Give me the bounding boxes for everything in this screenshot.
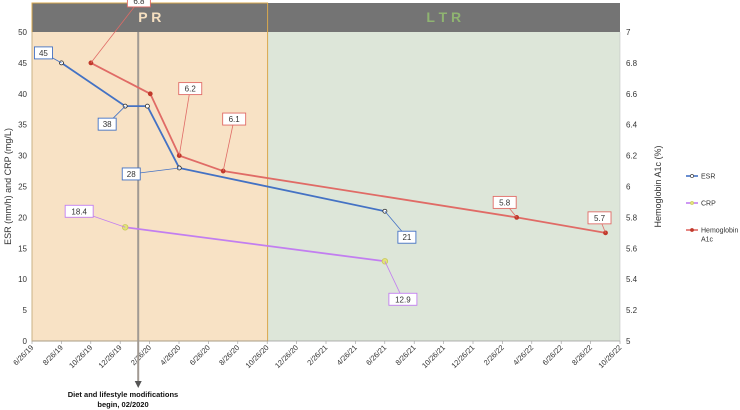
legend-label-crp: CRP: [701, 201, 716, 208]
right-tick-label: 6.4: [626, 121, 638, 130]
label-box-esr: [33, 46, 53, 60]
x-tick-label: 8/26/19: [41, 343, 65, 367]
right-axis-title: Hemoglobin A1c (%): [653, 145, 663, 227]
left-tick-label: 50: [18, 28, 27, 37]
left-axis-title: ESR (mm/h) and CRP (mg/L): [3, 128, 13, 245]
left-tick-label: 5: [23, 306, 28, 315]
data-label-hemoglobin-a1c: 5.8: [499, 198, 511, 207]
x-tick-label: 2/26/22: [482, 343, 506, 367]
legend-marker-hemoglobin-a1c: [690, 228, 694, 232]
legend-label-esr: ESR: [701, 174, 715, 181]
phase-label-ltr: L T R: [426, 9, 461, 25]
left-tick-label: 10: [18, 275, 27, 284]
data-labels: 45 38 28 21 18.4 12.9 6.8 6.2 6.1 5.8 5.7: [33, 0, 612, 306]
x-tick-label: 2/26/20: [129, 343, 153, 367]
right-tick-label: 5.6: [626, 244, 638, 253]
phase-label-pr: P R: [138, 9, 161, 25]
x-tick-label: 4/26/20: [158, 343, 182, 367]
x-tick-label: 8/26/20: [217, 343, 241, 367]
data-label-hemoglobin-a1c: 6.8: [133, 0, 145, 6]
x-tick-label: 12/26/21: [449, 343, 476, 370]
label-box-crp: [388, 292, 418, 306]
phase-header-ltr: [267, 3, 620, 32]
left-tick-label: 25: [18, 183, 27, 192]
right-tick-label: 5.8: [626, 213, 638, 222]
right-tick-label: 7: [626, 28, 631, 37]
left-tick-label: 30: [18, 152, 27, 161]
annotation-text: begin, 02/2020: [97, 400, 148, 409]
label-box-hemoglobin-a1c: [126, 0, 151, 8]
data-label-esr: 21: [402, 233, 411, 242]
x-tick-label: 6/26/21: [364, 343, 388, 367]
x-tick-label: 12/26/19: [97, 343, 124, 370]
data-point-hemoglobin-a1c: [147, 91, 153, 97]
series-lines: [59, 60, 608, 265]
right-tick-label: 6.2: [626, 152, 638, 161]
x-tick-label: 10/26/21: [420, 343, 447, 370]
annotation-text: Diet and lifestyle modifications: [68, 390, 178, 399]
data-label-hemoglobin-a1c: 6.2: [185, 85, 197, 94]
left-tick-label: 0: [23, 337, 28, 346]
series-line-crp: [125, 226, 386, 263]
x-tick-label: 6/26/22: [541, 343, 565, 367]
data-label-esr: 28: [127, 170, 136, 179]
left-tick-label: 40: [18, 90, 27, 99]
data-label-crp: 18.4: [71, 207, 87, 216]
label-box-hemoglobin-a1c: [587, 211, 612, 225]
label-leader-hemoglobin-a1c: [90, 0, 140, 64]
x-tick-label: 8/26/21: [394, 343, 418, 367]
label-box-hemoglobin-a1c: [492, 195, 517, 209]
left-tick-label: 35: [18, 121, 27, 130]
data-label-crp: 12.9: [395, 295, 411, 304]
right-tick-label: 5: [626, 337, 631, 346]
left-tick-label: 45: [18, 59, 27, 68]
x-tick-label: 4/26/21: [335, 343, 359, 367]
phase-header-pr: [32, 3, 268, 32]
label-box-esr: [397, 230, 417, 244]
right-tick-label: 6: [626, 183, 631, 192]
legend: ESR CRP Hemoglobin A1c: [686, 174, 738, 244]
x-tick-label: 10/26/22: [596, 343, 623, 370]
label-leader-hemoglobin-a1c: [178, 88, 191, 156]
x-tick-label: 12/26/20: [273, 343, 300, 370]
right-tick-label: 5.2: [626, 306, 638, 315]
data-label-hemoglobin-a1c: 6.1: [229, 115, 241, 124]
data-point-esr: [144, 103, 150, 109]
legend-label-hemoglobin-a1c: A1c: [701, 237, 714, 244]
x-tick-label: 6/26/19: [11, 343, 35, 367]
legend-marker-esr: [690, 174, 694, 178]
left-tick-label: 15: [18, 244, 27, 253]
x-tick-label: 4/26/22: [511, 343, 535, 367]
label-box-crp: [64, 204, 94, 218]
series-line-hemoglobin-a1c: [90, 62, 606, 234]
label-box-hemoglobin-a1c: [222, 112, 247, 126]
data-label-esr: 38: [103, 120, 112, 129]
left-tick-label: 20: [18, 213, 27, 222]
label-box-esr: [121, 167, 141, 181]
right-tick-label: 5.4: [626, 275, 638, 284]
x-tick-label: 8/26/22: [570, 343, 594, 367]
right-tick-label: 6.6: [626, 90, 638, 99]
right-tick-label: 6.8: [626, 59, 638, 68]
label-box-esr: [97, 117, 117, 131]
label-box-hemoglobin-a1c: [178, 82, 203, 96]
x-tick-label: 10/26/20: [244, 343, 271, 370]
data-label-hemoglobin-a1c: 5.7: [594, 214, 606, 223]
x-tick-label: 2/26/21: [305, 343, 329, 367]
x-tick-label: 10/26/19: [67, 343, 94, 370]
data-label-esr: 45: [39, 49, 48, 58]
phase-region-pr: [32, 32, 268, 341]
legend-marker-crp: [690, 201, 694, 205]
x-tick-label: 6/26/20: [188, 343, 212, 367]
label-leader-hemoglobin-a1c: [222, 118, 235, 172]
annotation-arrowhead: [134, 381, 142, 388]
legend-label-hemoglobin-a1c: Hemoglobin: [701, 228, 738, 235]
